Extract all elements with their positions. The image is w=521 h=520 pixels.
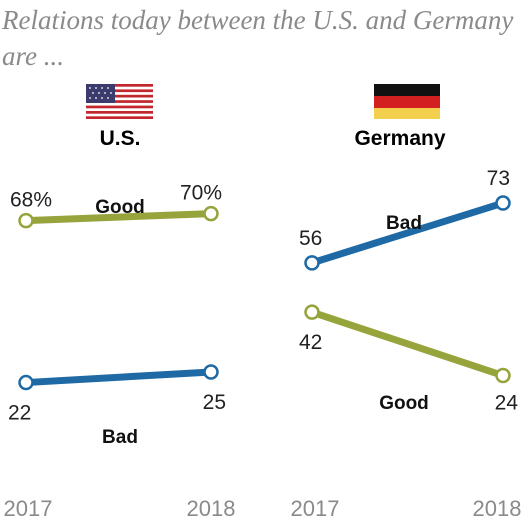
data-label: 56 bbox=[299, 227, 322, 250]
us-panel-title: U.S. bbox=[99, 127, 141, 150]
series-label-good: Good bbox=[95, 197, 145, 218]
series-line-good bbox=[22, 210, 215, 225]
data-point bbox=[304, 304, 320, 320]
data-point bbox=[304, 255, 320, 271]
data-label: 68% bbox=[10, 189, 52, 212]
germany-panel-title: Germany bbox=[354, 127, 446, 150]
series-line-bad bbox=[308, 199, 507, 267]
data-label: 70% bbox=[180, 182, 222, 205]
data-label: 42 bbox=[299, 331, 322, 354]
x-tick-label: 2017 bbox=[291, 496, 340, 520]
panel-1: 2017 2018 56 73 Bad 42 24 Good bbox=[291, 167, 521, 520]
series-line-good bbox=[308, 308, 507, 380]
chart-title: Relations today between the U.S. and Ger… bbox=[2, 5, 514, 71]
data-point bbox=[495, 195, 511, 211]
data-label: 24 bbox=[495, 392, 519, 415]
x-tick-label: 2017 bbox=[4, 496, 53, 520]
data-label: 25 bbox=[203, 391, 226, 414]
plot-area: 2017 2018 68% 70% Good 22 25 Bad 2017 2018 56 73 Bad… bbox=[4, 167, 521, 520]
series-label-bad: Bad bbox=[386, 213, 422, 234]
series-label-good: Good bbox=[379, 393, 429, 414]
data-point bbox=[203, 205, 219, 222]
data-point bbox=[495, 367, 511, 384]
panel-0: 2017 2018 68% 70% Good 22 25 Bad bbox=[4, 182, 236, 520]
data-label: 22 bbox=[8, 402, 31, 425]
us-flag-icon bbox=[86, 84, 153, 119]
x-tick-label: 2018 bbox=[187, 496, 236, 520]
x-tick-label: 2018 bbox=[473, 496, 521, 520]
data-point bbox=[18, 212, 34, 229]
data-point bbox=[203, 364, 219, 380]
data-label: 73 bbox=[487, 167, 510, 190]
series-label-bad: Bad bbox=[102, 427, 138, 448]
germany-flag-icon bbox=[374, 84, 440, 119]
series-line-bad bbox=[22, 368, 215, 387]
data-point bbox=[18, 374, 34, 391]
